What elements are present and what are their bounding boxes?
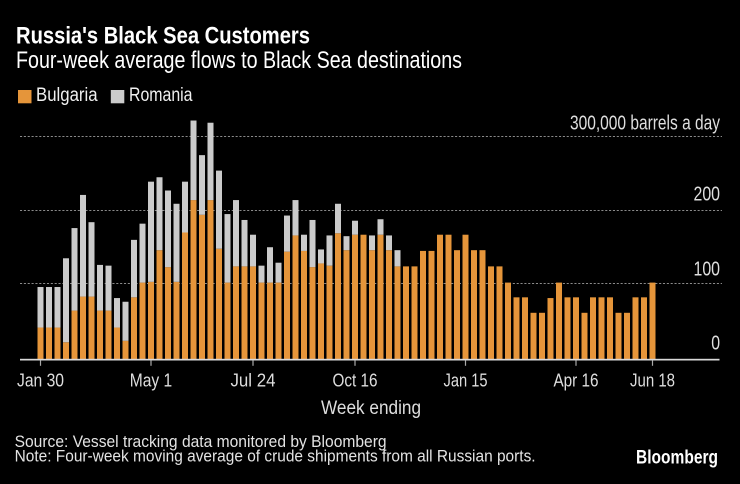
svg-text:0: 0 xyxy=(711,333,720,355)
svg-text:Jun 18: Jun 18 xyxy=(630,370,675,391)
svg-text:Jul 24: Jul 24 xyxy=(231,370,276,391)
svg-text:Bulgaria: Bulgaria xyxy=(36,85,98,106)
svg-text:May 1: May 1 xyxy=(130,370,173,391)
svg-text:Week ending: Week ending xyxy=(321,398,421,419)
svg-text:Jan 15: Jan 15 xyxy=(444,370,488,391)
svg-text:Four-week average flows to Bla: Four-week average flows to Black Sea des… xyxy=(16,47,462,74)
svg-text:300,000 barrels a day: 300,000 barrels a day xyxy=(570,112,720,134)
svg-text:200: 200 xyxy=(694,184,721,206)
svg-text:Russia's Black Sea Customers: Russia's Black Sea Customers xyxy=(16,23,310,50)
svg-text:Jan 30: Jan 30 xyxy=(17,370,64,391)
svg-text:Apr 16: Apr 16 xyxy=(554,370,599,391)
svg-text:100: 100 xyxy=(694,259,721,281)
svg-text:Romania: Romania xyxy=(129,85,193,106)
svg-text:Bloomberg: Bloomberg xyxy=(636,447,718,469)
svg-text:Oct 16: Oct 16 xyxy=(333,370,378,391)
svg-text:Source: Vessel tracking data m: Source: Vessel tracking data monitored b… xyxy=(15,433,387,451)
svg-text:Note: Four-week moving average: Note: Four-week moving average of crude … xyxy=(15,448,536,466)
